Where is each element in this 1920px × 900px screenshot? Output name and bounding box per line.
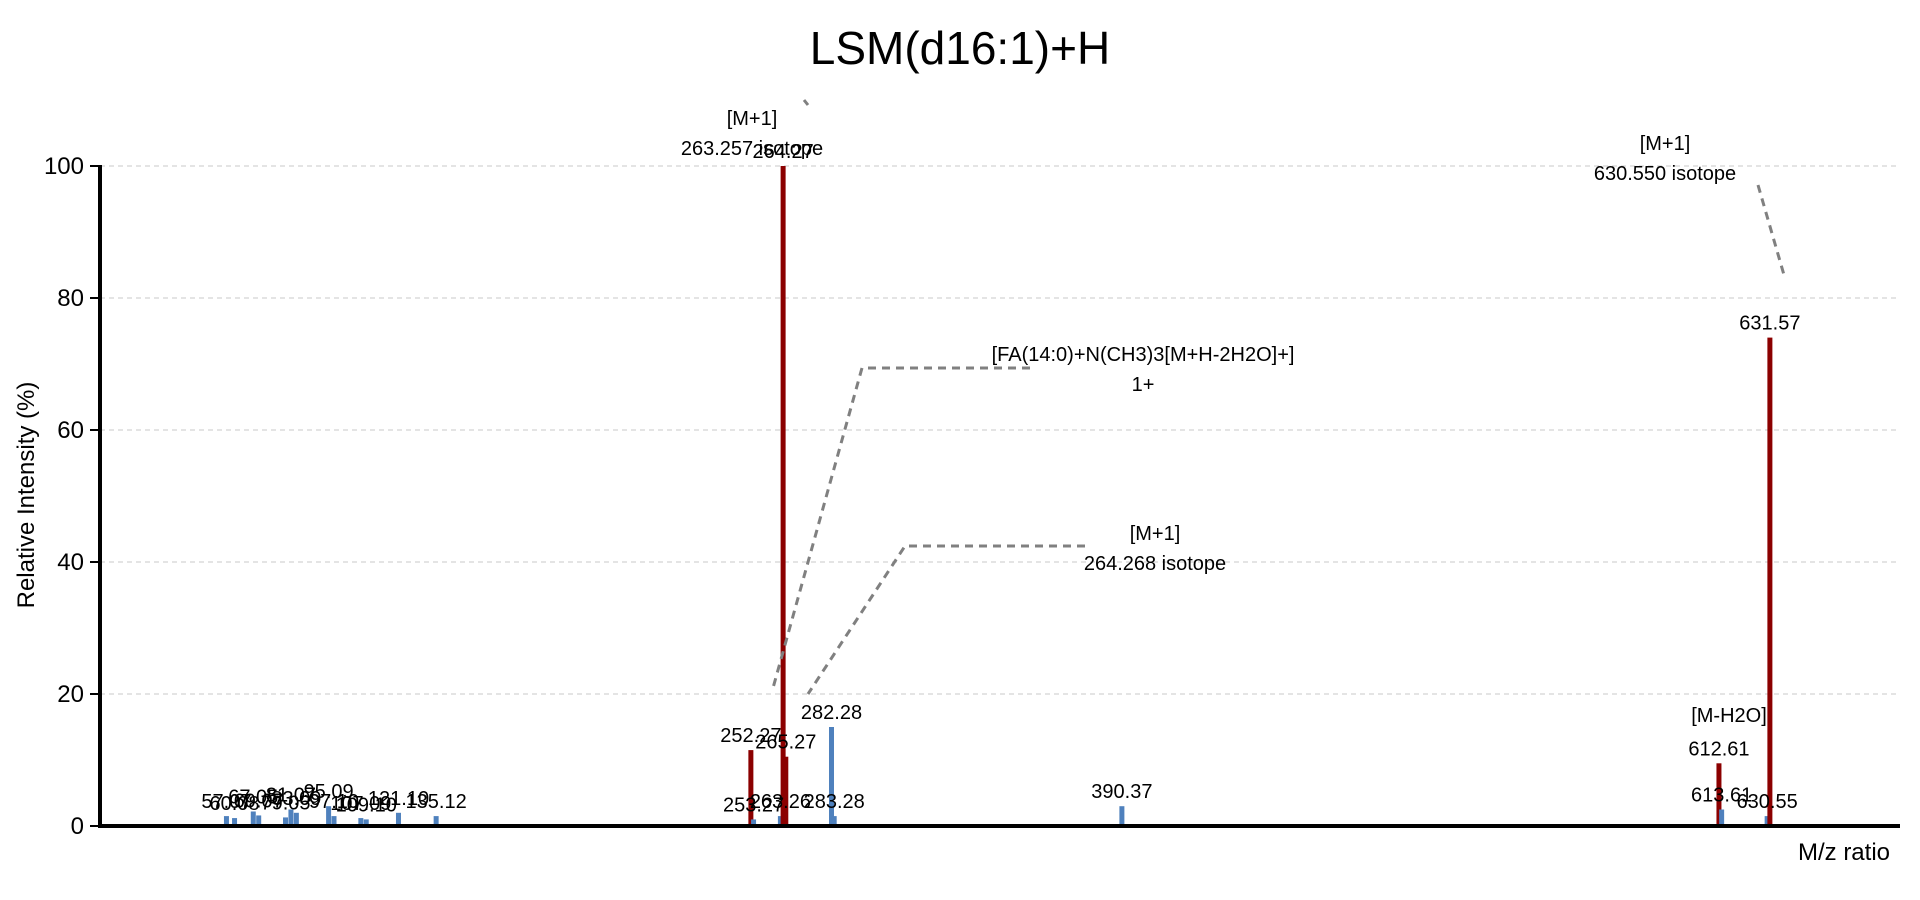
peak-bar (326, 806, 332, 826)
peak-label: 612.61 (1688, 738, 1749, 760)
annotation-leader (806, 544, 1085, 695)
peak-bar (748, 750, 754, 826)
peak-bar (283, 817, 289, 826)
annotation-leader (802, 99, 810, 106)
annotation-text: [M-H2O] (1691, 705, 1767, 727)
y-tick-label: 60 (57, 417, 84, 444)
peak-label: 630.55 (1737, 791, 1798, 813)
peak-bar (1764, 816, 1770, 826)
annotation-text: [M+1] (1640, 133, 1691, 155)
annotation-leader (1756, 184, 1786, 276)
peak-label: 253.27 (723, 794, 784, 816)
peak-label: 135.12 (406, 791, 467, 813)
peak-bar (1119, 806, 1125, 826)
y-tick-label: 40 (57, 549, 84, 576)
x-axis-label: M/z ratio (1798, 839, 1890, 866)
y-tick-label: 20 (57, 681, 84, 708)
peak-label: 60.08 (210, 793, 260, 815)
annotation-text: [M+1] (727, 108, 778, 130)
peak-bars (223, 166, 1773, 826)
peak-label: 57.07 (201, 791, 251, 813)
peak-bar (256, 815, 262, 826)
peak-bar (1716, 763, 1722, 826)
peak-bar (358, 818, 364, 826)
peak-label: 613.61 (1691, 785, 1752, 807)
peak-label: 282.28 (801, 702, 862, 724)
y-axis-label: Relative Intensity (%) (13, 382, 40, 609)
peak-label: 81.07 (266, 785, 316, 807)
peak-bar (433, 816, 439, 826)
peak-label: 97.10 (309, 791, 359, 813)
y-ticks: 0 20 40 60 80 100 (44, 153, 100, 840)
peak-label: 265.27 (755, 732, 816, 754)
peak-bar (783, 756, 789, 826)
peak-label: 79.05 (260, 792, 310, 814)
y-tick-label: 100 (44, 153, 84, 180)
peak-label: 109.10 (336, 794, 397, 816)
annotations: [M+1] 263.257 isotope [M+1] 630.550 isotope… (681, 108, 1767, 727)
annotation-text: 263.257 isotope (681, 138, 823, 160)
peak-label: 264.27 (753, 141, 814, 163)
peak-bar (1719, 809, 1725, 826)
gridlines (100, 165, 1900, 695)
y-tick-label: 0 (71, 813, 84, 840)
chart-title: LSM(d16:1)+H (810, 22, 1110, 74)
peak-label: 263.26 (750, 791, 811, 813)
peak-label: 390.37 (1091, 781, 1152, 803)
peak-bar (828, 727, 834, 826)
annotation-text: 1+ (1132, 374, 1155, 396)
annotation-leaders (771, 99, 1786, 695)
annotation-text: [FA(14:0)+N(CH3)3[M+H-2H2O]+] (992, 344, 1295, 366)
peak-label: 107.09 (330, 793, 391, 815)
peak-label: 95.09 (304, 781, 354, 803)
peak-label: 67.05 (228, 786, 278, 808)
peak-label: 631.57 (1739, 313, 1800, 335)
peak-bar (331, 816, 337, 826)
y-tick-label: 80 (57, 285, 84, 312)
peak-label: 83.09 (271, 788, 321, 810)
annotation-text: 264.268 isotope (1084, 553, 1226, 575)
annotation-text: [M+1] (1130, 523, 1181, 545)
peak-bar (288, 809, 294, 826)
peak-label: 69.07 (234, 790, 284, 812)
peak-bar (223, 816, 229, 826)
peak-bar (395, 812, 401, 826)
peak-label: 252.27 (720, 725, 781, 747)
peak-label: 121.10 (368, 788, 429, 810)
peak-bar (1767, 337, 1773, 826)
peak-bar (831, 816, 837, 826)
peak-bar (751, 819, 757, 826)
peak-bar (777, 816, 783, 826)
peak-labels: 57.0760.0867.0569.0779.0581.0783.0995.09… (201, 141, 1800, 816)
peak-bar (232, 818, 238, 826)
annotation-text: 630.550 isotope (1594, 163, 1736, 185)
annotation-leader (771, 366, 1030, 689)
peak-label: 283.28 (804, 791, 865, 813)
peak-bar (293, 812, 299, 826)
peak-bar (250, 811, 256, 826)
peak-bar (363, 819, 369, 826)
peak-bar (780, 166, 786, 826)
